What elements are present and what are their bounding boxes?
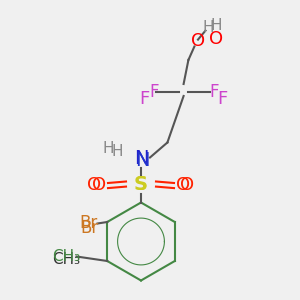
Text: F: F (139, 90, 149, 108)
Text: S: S (134, 175, 148, 194)
Text: N: N (135, 151, 150, 170)
Text: Br: Br (80, 214, 98, 232)
Text: F: F (150, 83, 159, 101)
Text: O: O (176, 176, 190, 194)
Text: O: O (87, 176, 102, 194)
Text: CH₃: CH₃ (52, 252, 80, 267)
Text: H: H (111, 144, 123, 159)
Text: O: O (191, 32, 205, 50)
Text: F: F (210, 83, 219, 101)
Text: H: H (102, 141, 114, 156)
Text: O: O (92, 176, 106, 194)
Text: N: N (134, 149, 148, 169)
Text: CH₃: CH₃ (52, 249, 80, 264)
Text: O: O (209, 30, 223, 48)
Text: F: F (217, 90, 227, 108)
Text: S: S (135, 175, 147, 194)
Text: O: O (180, 176, 195, 194)
Text: H: H (203, 20, 214, 34)
Text: H: H (210, 18, 222, 33)
Text: Br: Br (81, 219, 99, 237)
